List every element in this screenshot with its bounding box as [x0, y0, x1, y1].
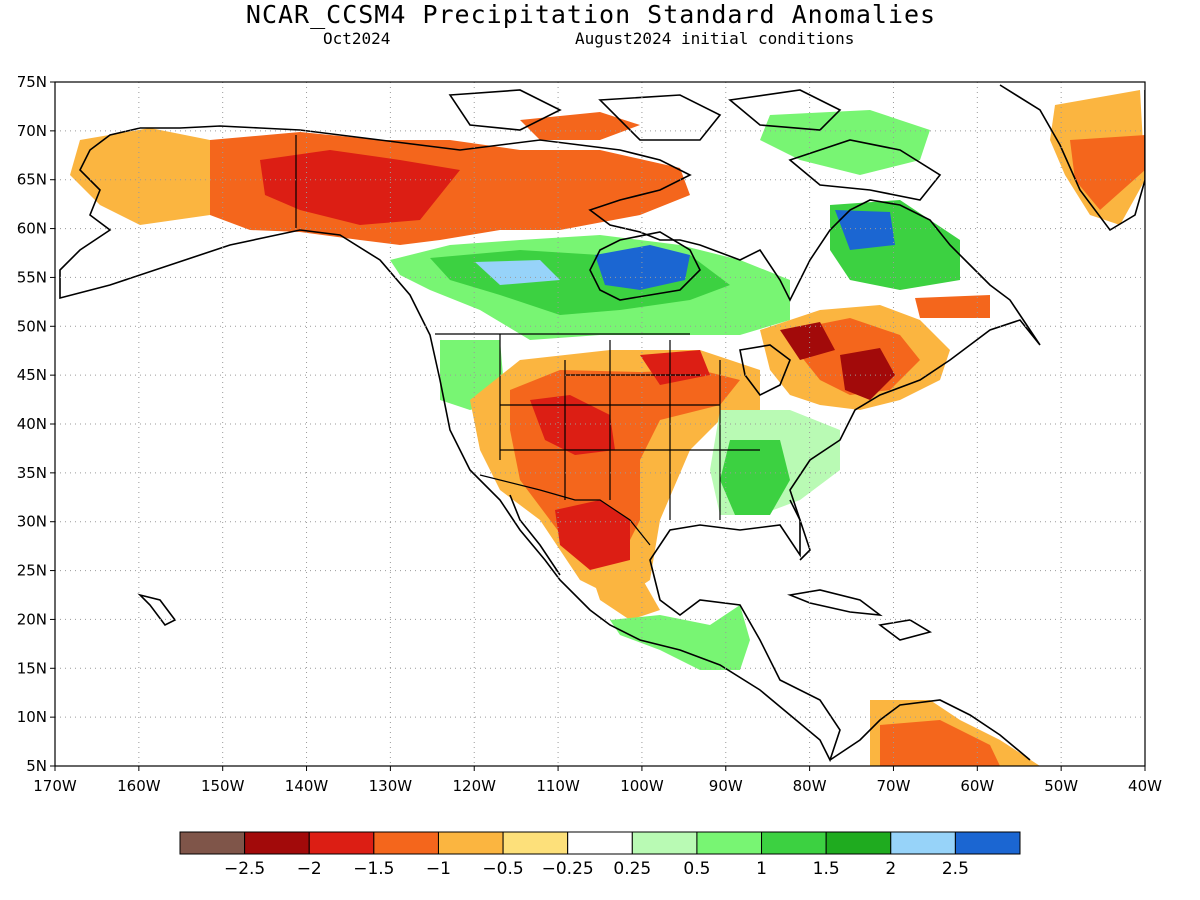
- longitude-label: 140W: [285, 777, 329, 795]
- latitude-labels: 75N 70N 65N 60N 55N 50N 45N 40N 35N 30N 25N 20N 15N 1…: [17, 73, 47, 775]
- arctic-islands-dry: [520, 112, 640, 140]
- latitude-label: 45N: [17, 366, 47, 384]
- latitude-label: 50N: [17, 317, 47, 335]
- colorbar-swatch: [954, 831, 1021, 855]
- colorbar-swatch: [373, 831, 439, 855]
- colorbar: [179, 831, 1021, 855]
- colorbar-swatch: [761, 831, 827, 855]
- longitude-label: 60W: [960, 777, 994, 795]
- latitude-label: 20N: [17, 610, 47, 628]
- latitude-label: 75N: [17, 73, 47, 91]
- latitude-label: 60N: [17, 220, 47, 238]
- latitude-label: 30N: [17, 513, 47, 531]
- colorbar-swatch: [437, 831, 504, 855]
- ontario-driest: [780, 322, 835, 360]
- longitude-label: 160W: [117, 777, 161, 795]
- colorbar-swatch: [696, 831, 763, 855]
- colorbar-swatch: [179, 831, 246, 855]
- latitude-label: 40N: [17, 415, 47, 433]
- south-america-coast: [829, 699, 1031, 761]
- hispaniola-coast: [878, 619, 933, 641]
- political-borders: [295, 135, 760, 546]
- longitude-label: 50W: [1044, 777, 1078, 795]
- longitude-label: 100W: [620, 777, 664, 795]
- colorbar-swatch: [502, 831, 569, 855]
- new-england-driest: [840, 348, 895, 400]
- longitude-label: 120W: [452, 777, 496, 795]
- greenland-drier: [1070, 135, 1145, 210]
- colorbar-label: 0.25: [613, 859, 651, 879]
- us-mexico-border: [479, 474, 651, 546]
- north-quebec-very-wet: [835, 210, 895, 250]
- longitude-labels: 170W 160W 150W 140W 130W 120W 110W 100W 90W 80W 70…: [33, 777, 1162, 795]
- north-america-coastline: [59, 125, 1041, 763]
- longitude-label: 90W: [709, 777, 743, 795]
- latitude-label: 5N: [26, 757, 47, 775]
- latitude-label: 25N: [17, 562, 47, 580]
- coastlines: [59, 84, 1145, 763]
- colorbar-label: 0.5: [683, 859, 710, 879]
- latitude-label: 10N: [17, 708, 47, 726]
- south-america-drier: [880, 720, 1000, 766]
- colorbar-label: −2.5: [224, 859, 265, 879]
- longitude-label: 130W: [369, 777, 413, 795]
- colorbar-label: −1: [426, 859, 451, 879]
- initial-conditions: August2024 initial conditions: [575, 29, 855, 48]
- baffin-island: [788, 139, 942, 201]
- florida-coast: [789, 499, 811, 561]
- longitude-label: 80W: [793, 777, 827, 795]
- western-alaska-light-dry: [70, 128, 210, 225]
- central-america-wet: [610, 605, 750, 670]
- hudson-bay-coast: [589, 231, 701, 301]
- colorbar-swatch: [244, 831, 310, 855]
- latitude-label: 55N: [17, 268, 47, 286]
- colorbar-swatch: [567, 831, 633, 855]
- four-corners-driest: [530, 395, 615, 455]
- colorbar-label: 1.5: [813, 859, 840, 879]
- arctic-island-2: [598, 94, 722, 141]
- alaska-driest-core: [260, 150, 460, 225]
- gulf-of-california-coast: [509, 494, 561, 576]
- colorbar-label: 2.5: [942, 859, 969, 879]
- saskatchewan-very-wet: [475, 260, 560, 285]
- axis-ticks: [50, 81, 1146, 771]
- latitude-label: 65N: [17, 171, 47, 189]
- longitude-label: 40W: [1128, 777, 1162, 795]
- colorbar-swatch: [308, 831, 375, 855]
- texas-driest: [555, 500, 630, 570]
- colorbar-label: −0.25: [542, 859, 594, 879]
- alabama-wetter: [720, 440, 790, 515]
- colorbar-swatch: [890, 831, 956, 855]
- latitude-label: 35N: [17, 464, 47, 482]
- longitude-label: 170W: [33, 777, 77, 795]
- longitude-label: 150W: [201, 777, 245, 795]
- colorbar-label: −0.5: [482, 859, 523, 879]
- colorbar-label: −1.5: [353, 859, 394, 879]
- arctic-island-3: [728, 89, 842, 131]
- hudson-bay-very-wet: [595, 245, 690, 290]
- colorbar-label: 2: [885, 859, 896, 879]
- colorbar-swatch: [631, 831, 698, 855]
- greenland-coast: [999, 84, 1145, 232]
- arctic-island-1: [448, 89, 562, 131]
- anomaly-fields: [70, 90, 1145, 766]
- hawaii-islands: [137, 593, 177, 627]
- longitude-label: 110W: [536, 777, 580, 795]
- graticule: [55, 82, 1145, 766]
- latitude-label: 15N: [17, 659, 47, 677]
- colorbar-label: −2: [297, 859, 322, 879]
- colorbar-labels: −2.5 −2 −1.5 −1 −0.5 −0.25 0.25 0.5 1 1.5 2 2.5: [224, 859, 969, 879]
- northern-plains-dry: [640, 350, 710, 385]
- cuba-coast: [787, 589, 883, 617]
- map-title: NCAR_CCSM4 Precipitation Standard Anomal…: [245, 0, 937, 29]
- mexico-west-light-dry: [590, 570, 660, 620]
- longitude-label: 70W: [877, 777, 911, 795]
- forecast-month: Oct2024: [323, 29, 391, 48]
- labrador-dry: [915, 295, 990, 318]
- latitude-label: 70N: [17, 122, 47, 140]
- colorbar-swatch: [825, 831, 892, 855]
- colorbar-label: 1: [756, 859, 767, 879]
